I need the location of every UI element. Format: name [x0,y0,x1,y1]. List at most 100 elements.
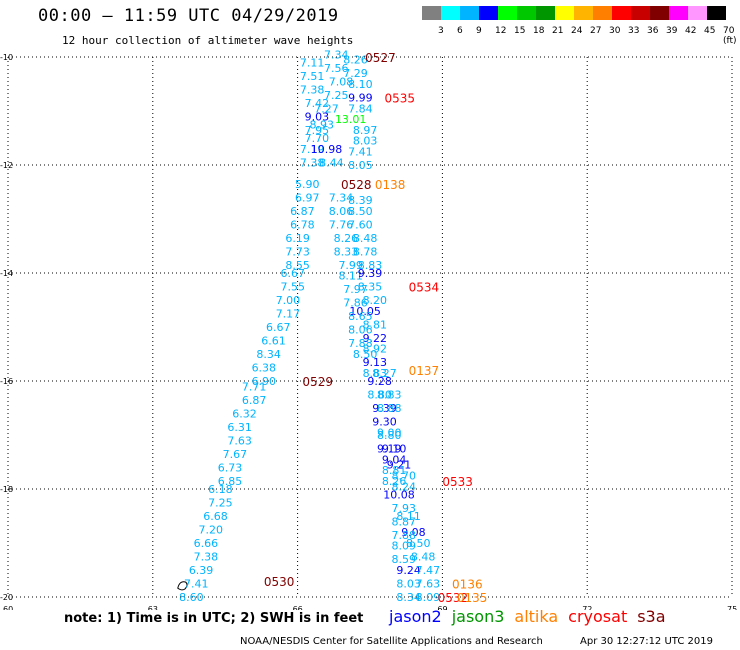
color-scale-label: 24 [571,26,583,36]
wave-height-value: 7.38 [300,156,325,169]
wave-height-value: 8.24 [392,480,417,493]
lat-tick-label: -16 [0,377,13,386]
legend-jason2: jason2 [389,607,442,626]
wave-height-value: 6.39 [189,564,214,577]
color-swatch [612,6,631,20]
color-swatch [555,6,574,20]
wave-height-value: 9.03 [305,110,330,123]
wave-height-value: 8.34 [256,348,281,361]
color-swatch [422,6,441,20]
satellite-legend: jason2 jason3 altika cryosat s3a [389,607,676,626]
pass-time-label: 0533 [442,475,473,489]
lat-tick-label: -14 [0,269,13,278]
color-swatch [688,6,707,20]
wave-height-value: 8.06 [348,324,373,337]
wave-height-value: 8.81 [363,318,388,331]
wave-height-value: 9.08 [401,526,426,539]
wave-height-value: 10.05 [349,305,381,318]
wave-height-value: 8.65 [348,310,373,323]
color-swatch [593,6,612,20]
lat-tick-label: -20 [0,593,13,602]
color-scale-label: 18 [533,26,545,36]
wave-height-value: 8.50 [406,537,431,550]
wave-height-value: 7.97 [343,283,368,296]
lon-tick-label: 63 [148,605,158,610]
wave-height-value: 7.11 [300,56,325,69]
wave-height-value: 7.47 [416,564,441,577]
wave-height-value: 7.67 [223,448,248,461]
wave-height-value: 8.93 [309,119,334,132]
wave-height-value: 8.48 [411,551,436,564]
legend-altika: altika [514,607,559,626]
footer-timestamp: Apr 30 12:27:12 UTC 2019 [580,636,713,647]
wave-height-value: 8.48 [353,232,378,245]
wave-height-value: 7.00 [276,294,301,307]
lat-tick-label: -10 [0,53,13,62]
color-scale-label: 15 [514,26,526,36]
wave-height-value: 8.03 [396,578,421,591]
wave-height-value: 8.03 [353,135,378,148]
wave-height-value: 9.21 [387,459,412,472]
wave-height-value: 6.87 [242,394,267,407]
wave-height-value: 9.10 [382,443,407,456]
wave-height-value: 7.20 [198,524,223,537]
wave-height-value: 7.38 [300,83,325,96]
wave-height-value: 7.88 [348,337,373,350]
wave-height-value: 9.39 [358,267,383,280]
page-title: 00:00 – 11:59 UTC 04/29/2019 [38,6,339,26]
wave-height-value: 8.26 [334,232,359,245]
wave-height-value: 13.01 [335,113,367,126]
wave-height-value: 8.10 [348,78,373,91]
wave-height-value: 7.25 [208,497,233,510]
color-swatch [517,6,536,20]
wave-height-value: 7.38 [194,551,219,564]
wave-height-value: 5.90 [295,178,320,191]
color-swatch [669,6,688,20]
wave-height-value: 7.34 [329,191,354,204]
wave-height-value: 8.92 [363,343,388,356]
wave-height-value: 7.17 [276,308,301,321]
island-outline [177,581,188,591]
wave-height-value: 8.78 [353,245,378,258]
wave-height-value: 7.51 [300,70,325,83]
units-note: note: 1) Time is in UTC; 2) SWH is in fe… [64,611,364,626]
pass-time-label: 0529 [302,375,333,389]
wave-height-value: 7.99 [338,259,363,272]
color-swatch [536,6,555,20]
wave-height-value: 8.09 [416,591,441,604]
wave-height-value: 8.39 [348,194,373,207]
wave-height-value: 8.59 [392,553,417,566]
wave-height-value: 6.32 [232,407,257,420]
wave-height-value: 7.27 [314,102,339,115]
wave-height-value: 8.27 [372,367,397,380]
wave-height-value: 7.56 [324,62,349,75]
wave-height-value: 7.95 [305,124,330,137]
wave-height-value: 8.83 [377,389,402,402]
wave-height-value: 8.80 [377,429,402,442]
lon-tick-label: 69 [437,605,447,610]
wave-height-value: 9.13 [363,356,388,369]
color-scale-label: 9 [476,26,482,36]
wave-height-value: 8.11 [338,270,363,283]
color-scale-label: 39 [666,26,678,36]
wave-height-value: 8.55 [285,259,310,272]
wave-height-value: 6.87 [290,205,315,218]
color-swatch [498,6,517,20]
wave-height-value: 8.20 [363,294,388,307]
wave-height-value: 7.19 [300,143,325,156]
wave-height-value: 7.86 [343,297,368,310]
wave-height-value: 7.41 [184,578,209,591]
wave-height-value: 9.99 [348,92,373,105]
wave-height-value: 9.19 [377,443,402,456]
wave-height-value: 8.09 [392,540,417,553]
color-scale-label: 3 [438,26,444,36]
footer-credit: NOAA/NESDIS Center for Satellite Applica… [240,636,543,647]
color-swatch [650,6,669,20]
wave-height-value: 7.84 [348,102,373,115]
wave-height-value: 8.83 [363,367,388,380]
color-scale-label: 45 [704,26,716,36]
wave-height-value: 7.55 [281,281,306,294]
lon-tick-label: 72 [582,605,592,610]
color-scale-label: 36 [647,26,659,36]
color-scale-label: 33 [628,26,640,36]
